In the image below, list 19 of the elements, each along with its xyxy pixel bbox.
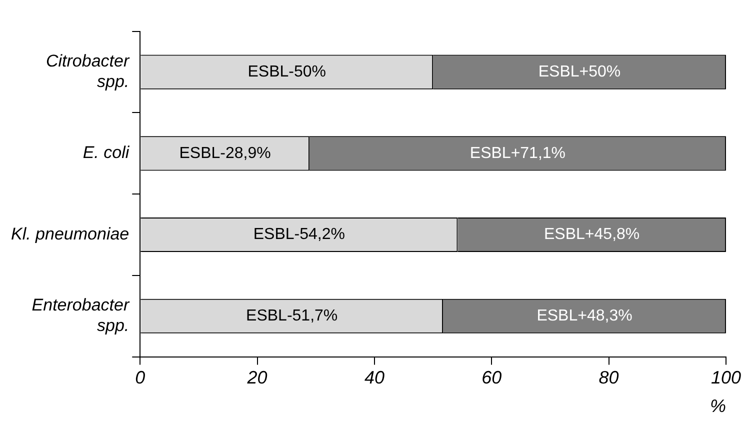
x-tick-label: 40 bbox=[364, 368, 384, 388]
y-tick-label: Enterobacter spp. bbox=[32, 296, 130, 336]
x-tick-label: 0 bbox=[135, 368, 146, 388]
data-label: ESBL-50% bbox=[248, 63, 326, 80]
data-label: ESBL-54,2% bbox=[253, 226, 345, 244]
data-label: ESBL-51,7% bbox=[246, 308, 338, 325]
y-tick-label: Citrobacter spp. bbox=[46, 52, 130, 92]
y-tick-label: Kl. pneumoniae bbox=[10, 224, 130, 244]
data-label: ESBL+48,3% bbox=[536, 308, 632, 325]
x-tick-label: 100 bbox=[710, 368, 742, 388]
y-tick-label: E. coli bbox=[82, 143, 130, 162]
data-label: ESBL+50% bbox=[538, 63, 621, 80]
x-axis-title: % bbox=[710, 396, 726, 416]
data-label: ESBL+45,8% bbox=[544, 226, 640, 244]
x-tick-label: 20 bbox=[246, 368, 268, 388]
x-tick-label: 80 bbox=[598, 368, 619, 388]
data-label: ESBL-28,9% bbox=[179, 144, 271, 162]
data-label: ESBL+71,1% bbox=[470, 144, 566, 162]
x-tick-label: 60 bbox=[482, 368, 502, 388]
